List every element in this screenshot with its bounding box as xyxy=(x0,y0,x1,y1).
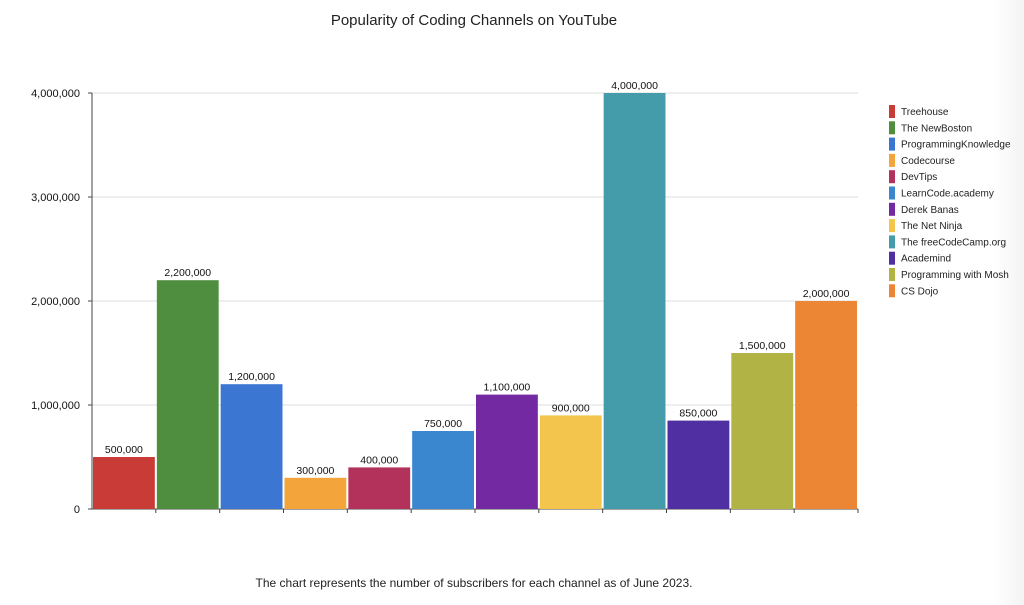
axes: 0 1,000,000 2,000,000 3,000,000 4,000,000 xyxy=(31,88,859,516)
legend-swatch xyxy=(889,105,895,118)
chart-title: Popularity of Coding Channels on YouTube xyxy=(331,12,617,29)
bar xyxy=(93,457,155,509)
bar xyxy=(156,280,219,509)
legend: Treehouse The NewBoston ProgrammingKnowled… xyxy=(889,105,1011,298)
legend-swatch xyxy=(889,170,895,184)
legend-label: Programming with Mosh xyxy=(901,270,1009,281)
legend-swatch xyxy=(889,251,895,265)
legend-swatch xyxy=(889,219,895,233)
legend-swatch xyxy=(889,202,895,216)
legend-swatch xyxy=(889,186,895,200)
bar-value-label: 850,000 xyxy=(679,408,717,420)
bar-value-label: 500,000 xyxy=(105,444,143,456)
legend-label: ProgrammingKnowledge xyxy=(901,140,1011,151)
legend-label: The NewBoston xyxy=(901,123,972,134)
bar xyxy=(603,93,666,509)
bar-value-label: 1,100,000 xyxy=(484,382,531,394)
legend-label: Codecourse xyxy=(901,156,955,167)
bar-value-label: 2,000,000 xyxy=(803,288,850,300)
legend-label: CS Dojo xyxy=(901,286,939,297)
bar xyxy=(284,477,347,509)
legend-label: The Net Ninja xyxy=(901,221,963,232)
bar xyxy=(667,420,730,509)
bar-value-label: 900,000 xyxy=(552,402,590,414)
bar-value-label: 300,000 xyxy=(296,465,334,477)
grid-lines xyxy=(92,92,858,406)
y-tick-label: 2,000,000 xyxy=(31,296,80,308)
legend-label: Academind xyxy=(901,254,951,265)
bar xyxy=(539,415,602,509)
bar-value-label: 4,000,000 xyxy=(611,80,658,92)
legend-swatch xyxy=(889,121,895,135)
bar xyxy=(731,353,794,509)
bar-value-label: 1,500,000 xyxy=(739,340,786,352)
y-tick-label: 4,000,000 xyxy=(31,88,80,100)
chart-footnote: The chart represents the number of subsc… xyxy=(256,576,693,590)
legend-swatch xyxy=(889,137,895,151)
bars xyxy=(93,93,857,509)
legend-label: Derek Banas xyxy=(901,205,959,216)
legend-label: The freeCodeCamp.org xyxy=(901,237,1006,248)
legend-label: Treehouse xyxy=(901,107,949,118)
bar-value-label: 2,200,000 xyxy=(164,267,211,279)
legend-label: LearnCode.academy xyxy=(901,189,994,200)
bar-value-label: 1,200,000 xyxy=(228,371,275,383)
bar-value-labels: 500,000 2,200,000 1,200,000 300,000 400,000 7… xyxy=(105,80,850,477)
bar-value-label: 750,000 xyxy=(424,418,462,430)
legend-swatch xyxy=(889,284,895,298)
bar-value-label: 400,000 xyxy=(360,454,398,466)
y-tick-label: 0 xyxy=(74,504,80,516)
bar xyxy=(220,384,283,509)
bar xyxy=(476,394,538,509)
legend-swatch xyxy=(889,153,895,167)
bar xyxy=(348,467,411,509)
legend-swatch xyxy=(889,268,895,281)
y-tick-label: 1,000,000 xyxy=(31,400,80,412)
bar xyxy=(795,301,857,509)
legend-label: DevTips xyxy=(901,172,937,183)
y-tick-label: 3,000,000 xyxy=(31,192,80,204)
bar xyxy=(412,431,474,509)
legend-swatch xyxy=(889,235,895,249)
